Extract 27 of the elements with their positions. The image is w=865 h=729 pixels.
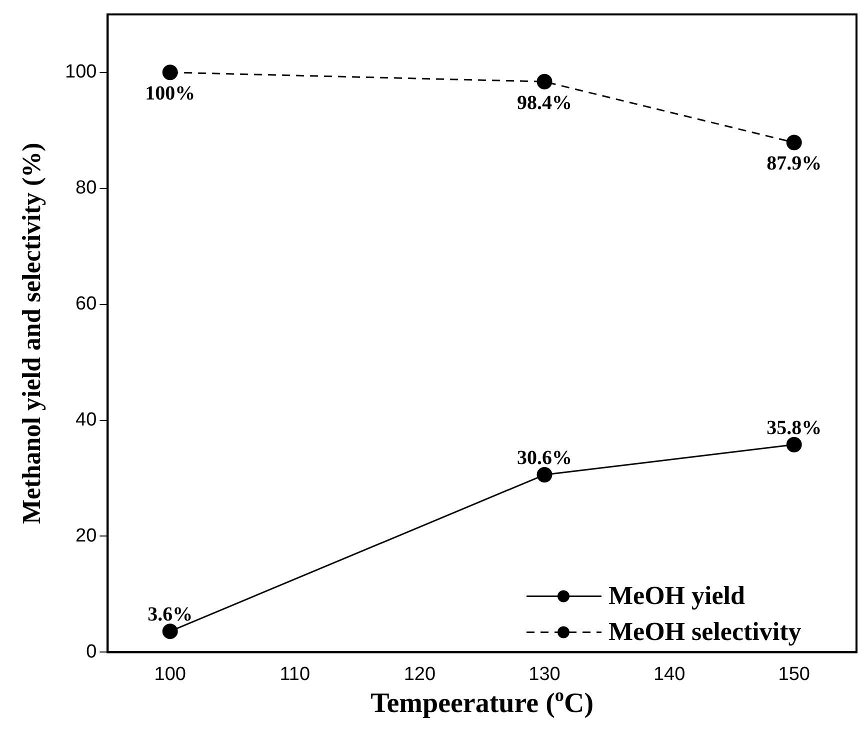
point <box>786 134 802 150</box>
point <box>536 467 552 483</box>
y-tick-label: 0 <box>86 641 97 662</box>
data-label: 87.9% <box>766 152 822 175</box>
x-tick-label: 140 <box>653 664 686 685</box>
y-axis-title: Methanol yield and selectivity (%) <box>17 142 46 524</box>
x-tick-label: 100 <box>154 664 186 685</box>
data-label: 30.6% <box>517 446 572 469</box>
point <box>786 436 802 452</box>
point <box>162 624 178 640</box>
x-tick-label: 150 <box>778 664 810 685</box>
y-tick-label: 40 <box>76 410 97 431</box>
y-tick-label: 100 <box>65 62 97 83</box>
point <box>162 64 178 80</box>
x-tick-label: 110 <box>280 664 310 685</box>
y-tick-label: 80 <box>76 178 97 199</box>
data-label: 3.6% <box>148 604 193 626</box>
legend-label: MeOH yield <box>608 580 746 610</box>
x-tick-label: 130 <box>528 664 560 685</box>
point <box>536 74 552 90</box>
data-label: 100% <box>145 82 196 105</box>
y-tick-label: 20 <box>76 525 97 546</box>
data-label: 35.8% <box>766 416 822 439</box>
x-tick-label: 120 <box>404 664 436 685</box>
y-tick-label: 60 <box>76 294 97 315</box>
data-label: 98.4% <box>517 92 572 114</box>
legend-label: MeOH selectivity <box>608 616 802 646</box>
